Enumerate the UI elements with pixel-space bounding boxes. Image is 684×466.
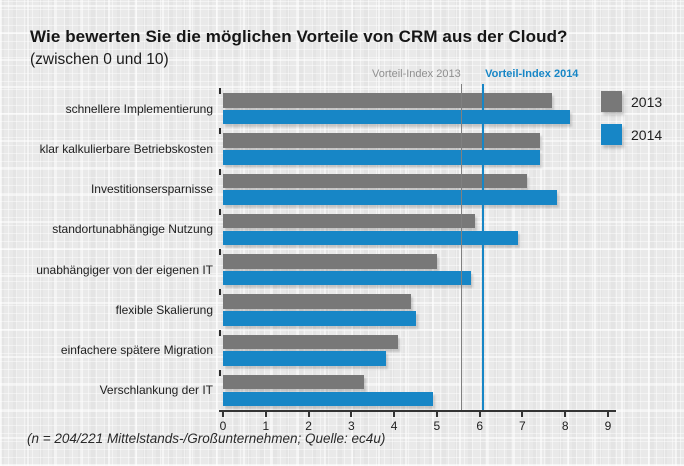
y-axis-tick [219, 168, 221, 175]
x-axis-tick-label: 5 [433, 419, 441, 433]
x-axis-tick [521, 412, 524, 417]
bar-2013 [223, 334, 399, 349]
reference-line-2014 [482, 84, 485, 410]
category-label: schnellere Implementierung [65, 101, 213, 116]
x-axis-tick [607, 412, 609, 417]
bar-2013 [223, 213, 476, 229]
chart-subtitle: (zwischen 0 und 10) [30, 51, 169, 68]
chart-title: Wie bewerten Sie die möglichen Vorteile … [30, 27, 568, 46]
bar-2013 [223, 254, 437, 269]
x-axis-line [219, 410, 616, 412]
x-axis-tick [393, 412, 396, 417]
x-axis-tick [264, 412, 267, 417]
category-label: klar kalkulierbare Betriebskosten [39, 141, 213, 156]
category-label: unabhängiger von der eigenen IT [36, 262, 213, 277]
reference-line-label: Vorteil-Index 2013 [372, 68, 461, 80]
bar-2014 [223, 190, 557, 205]
y-axis-tick [219, 329, 221, 336]
legend-label-2014: 2014 [631, 127, 663, 143]
x-axis-tick-label: 0 [219, 419, 227, 433]
x-axis-tick [350, 412, 353, 417]
x-axis-tick-label: 8 [561, 419, 569, 433]
reference-line-label: Vorteil-Index 2014 [485, 68, 579, 80]
x-axis-tick [222, 412, 224, 417]
bar-2014 [223, 311, 416, 326]
bar-2013 [223, 173, 527, 188]
bar-2013 [223, 93, 553, 108]
y-axis-tick [219, 289, 221, 296]
x-axis-tick-label: 1 [262, 419, 270, 433]
bar-2013 [223, 374, 365, 390]
bar-2014 [223, 109, 570, 125]
x-axis-tick-label: 4 [390, 419, 398, 433]
category-label: Verschlankung der IT [99, 383, 213, 398]
x-axis-tick [307, 412, 310, 417]
x-axis-tick-label: 6 [476, 419, 484, 433]
bar-2014 [223, 150, 540, 165]
bar-2014 [223, 391, 433, 407]
legend-swatch-2013 [601, 91, 622, 112]
y-axis-tick [219, 128, 221, 135]
x-axis-tick-label: 2 [305, 419, 312, 433]
x-axis-tick [564, 412, 567, 417]
bar-2014 [223, 270, 472, 286]
y-axis-tick [219, 249, 221, 255]
x-axis-tick [478, 412, 481, 417]
x-axis-tick-label: 3 [347, 419, 355, 433]
reference-line-2013 [460, 84, 463, 410]
source-note: (n = 204/221 Mittelstands-/Großunternehm… [27, 431, 386, 446]
category-label: einfachere spätere Migration [60, 343, 213, 357]
bar-2014 [223, 230, 519, 246]
legend-label-2013: 2013 [631, 94, 663, 110]
category-label: Investitionsersparnisse [90, 182, 213, 196]
y-axis-tick [219, 208, 221, 215]
legend-swatch-2014 [601, 124, 622, 145]
bar-2013 [223, 294, 412, 309]
x-axis-tick [435, 412, 438, 417]
x-axis-tick-label: 7 [519, 419, 526, 433]
x-axis-tick-label: 9 [604, 419, 612, 433]
y-axis-tick [219, 369, 221, 376]
category-label: flexible Skalierung [115, 302, 213, 317]
bar-2013 [223, 133, 540, 148]
category-label: standortunabhängige Nutzung [52, 222, 213, 237]
y-axis-tick [219, 88, 221, 94]
bar-2014 [223, 351, 386, 366]
